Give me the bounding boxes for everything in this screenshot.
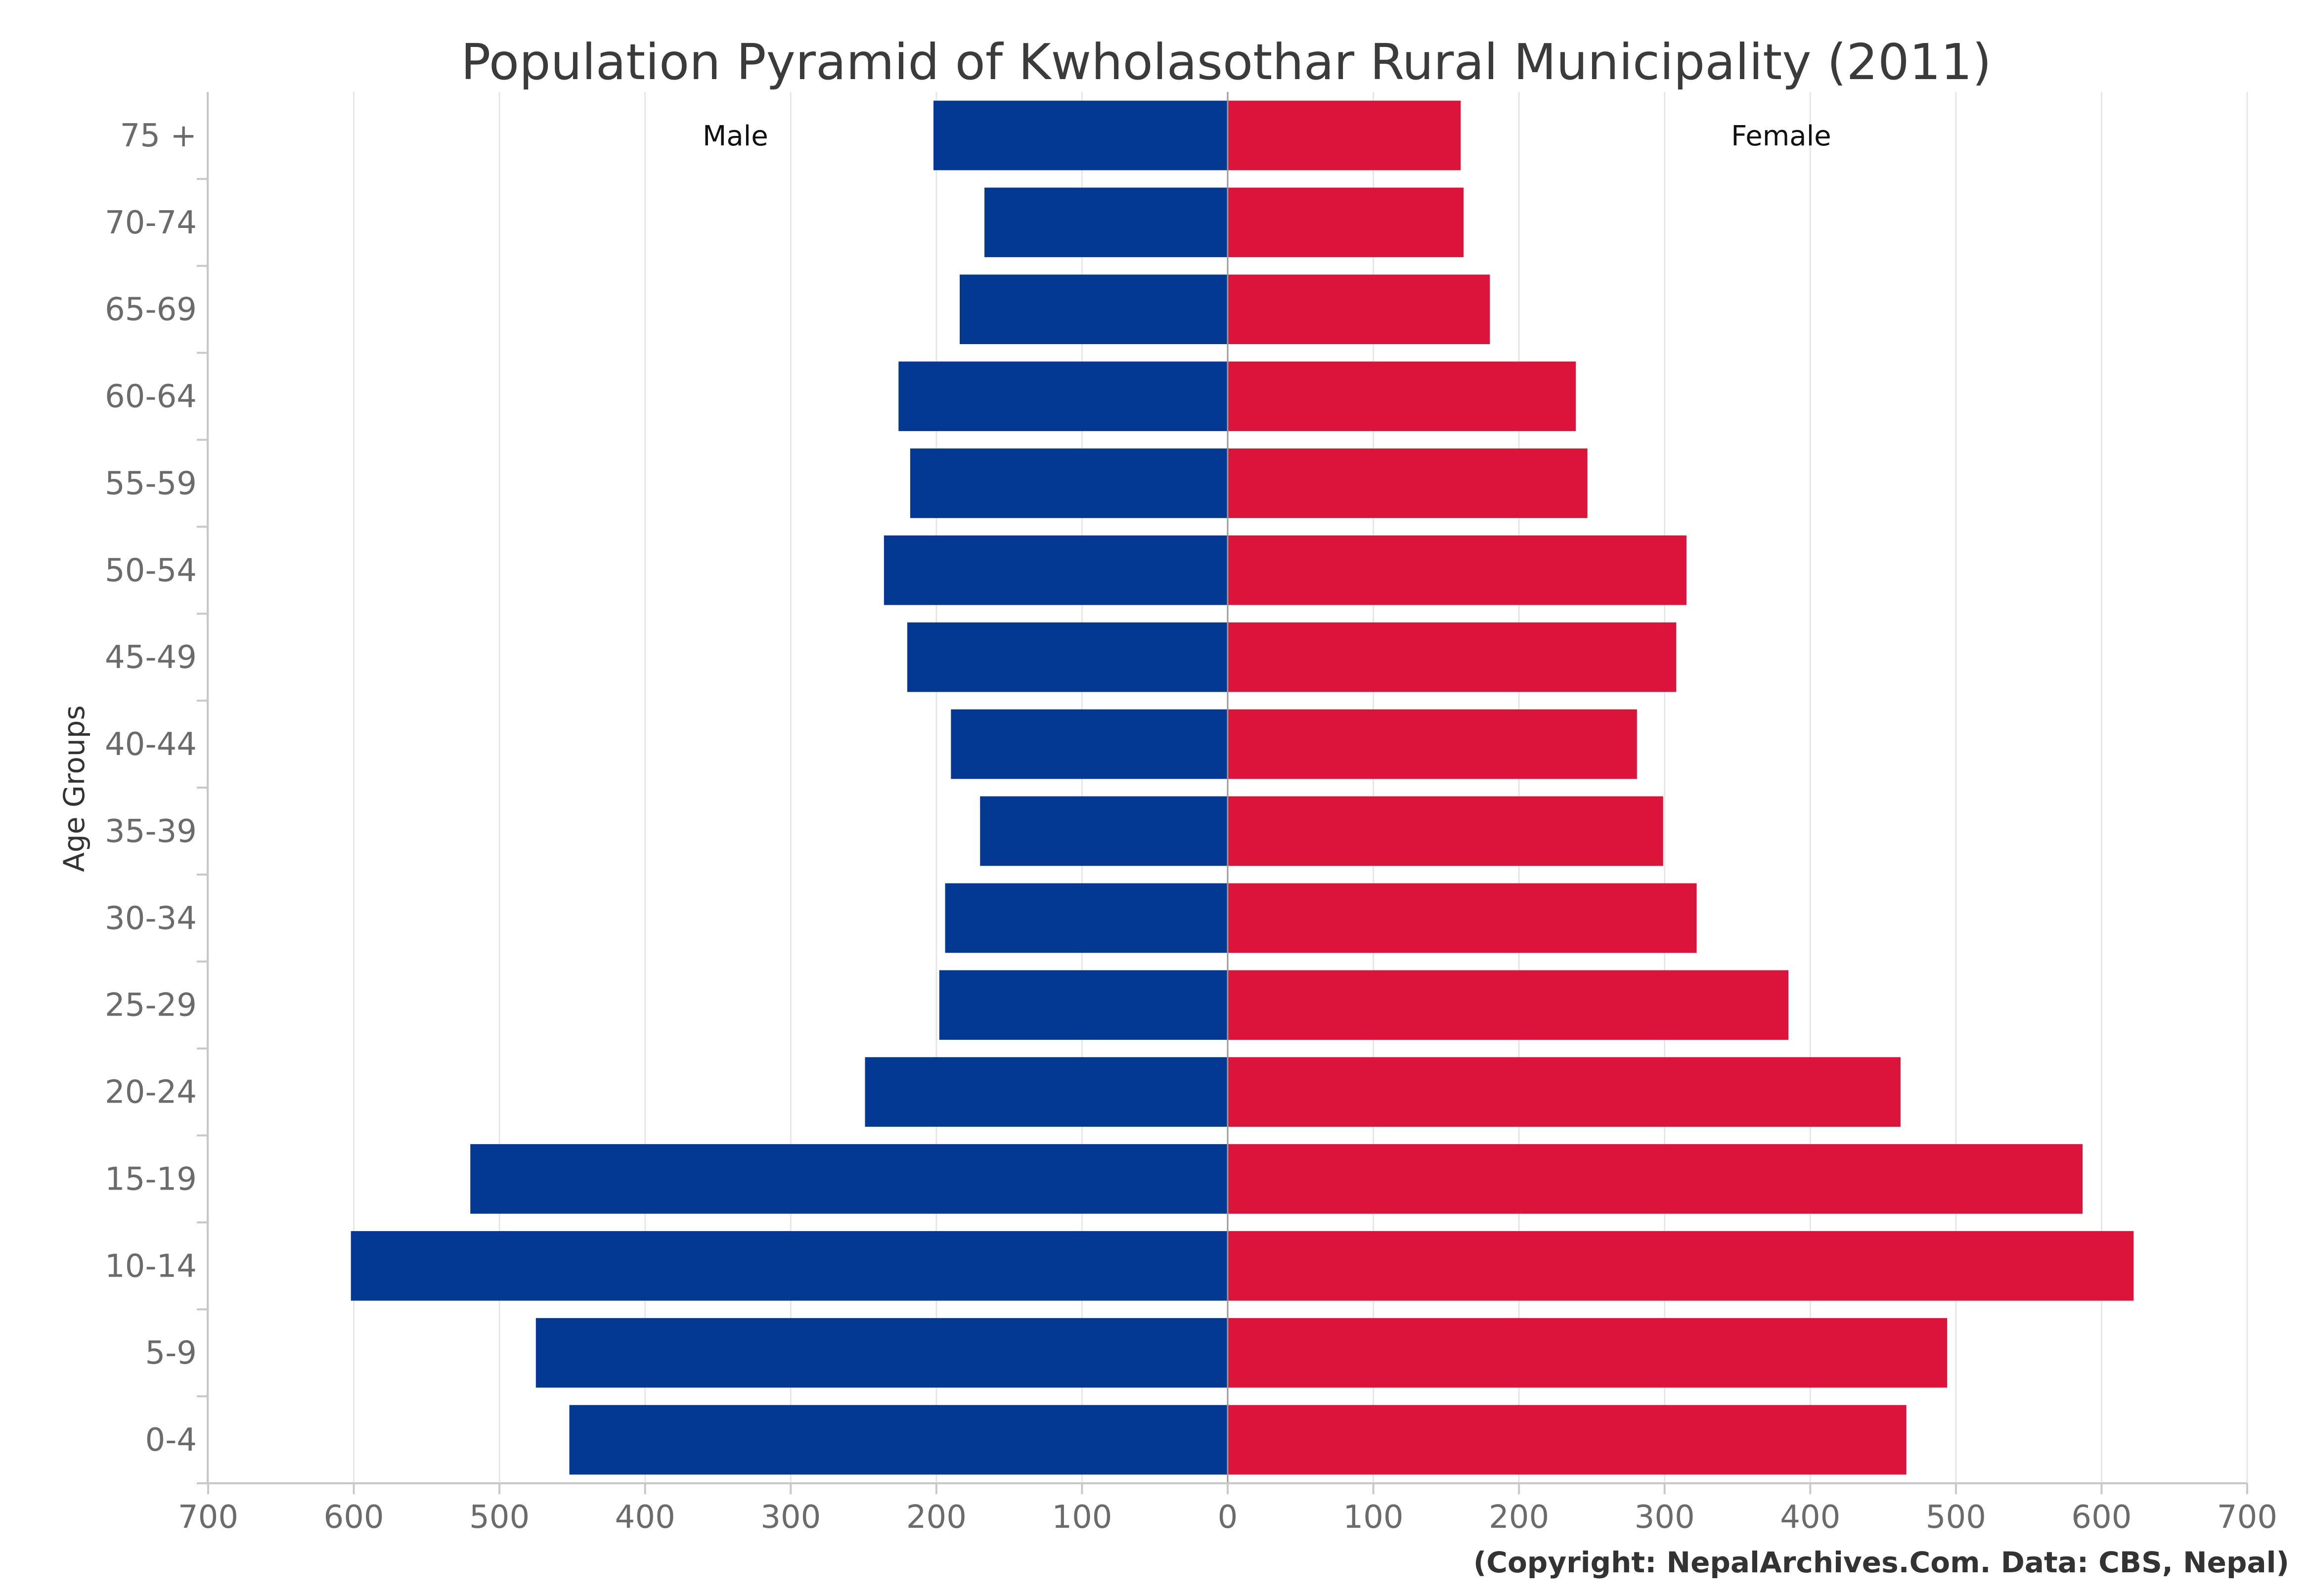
y-tick-label: 50-54 xyxy=(105,552,197,589)
bar-female-25-29[interactable] xyxy=(1228,970,1789,1040)
x-tick-label: 500 xyxy=(469,1499,530,1536)
y-tick-label: 40-44 xyxy=(105,726,197,763)
x-tick-label: 100 xyxy=(1052,1499,1112,1536)
y-tick-label: 20-24 xyxy=(105,1074,197,1111)
y-tick-label: 65-69 xyxy=(105,292,197,328)
bar-female-70-74[interactable] xyxy=(1228,187,1464,258)
y-tick-label: 5-9 xyxy=(145,1335,197,1372)
y-tick-label: 75 + xyxy=(120,118,197,154)
x-tick-label: 700 xyxy=(178,1499,238,1536)
bar-male-65-69[interactable] xyxy=(959,274,1228,345)
y-tick-label: 60-64 xyxy=(105,379,197,415)
x-tick-label: 100 xyxy=(1343,1499,1403,1536)
credit-text: (Copyright: NepalArchives.Com. Data: CBS… xyxy=(1473,1546,2289,1579)
bar-male-70-74[interactable] xyxy=(984,187,1228,258)
chart-title: Population Pyramid of Kwholasothar Rural… xyxy=(461,33,1992,91)
bar-male-35-39[interactable] xyxy=(980,796,1228,866)
y-tick-label: 25-29 xyxy=(105,987,197,1024)
y-axis-title: Age Groups xyxy=(57,705,91,872)
bar-female-15-19[interactable] xyxy=(1228,1144,2083,1214)
bar-male-30-34[interactable] xyxy=(945,883,1228,953)
x-tick-label: 200 xyxy=(1489,1499,1549,1536)
labels-layer: 700 600 500 400 300 200 100 0 100 200 300 400 500 600… xyxy=(105,118,2277,1536)
axes-layer xyxy=(197,92,2248,1494)
bar-male-25-29[interactable] xyxy=(939,970,1228,1040)
bar-female-20-24[interactable] xyxy=(1228,1057,1901,1127)
bar-female-5-9[interactable] xyxy=(1228,1318,1948,1388)
bar-male-60-64[interactable] xyxy=(898,361,1228,431)
y-tick-label: 30-34 xyxy=(105,900,197,937)
bar-male-75+[interactable] xyxy=(933,100,1228,171)
series-label-male: Male xyxy=(703,120,768,152)
bar-male-0-4[interactable] xyxy=(569,1405,1228,1475)
series-label-female: Female xyxy=(1731,120,1831,152)
bar-male-45-49[interactable] xyxy=(907,622,1228,692)
bar-female-45-49[interactable] xyxy=(1228,622,1677,692)
bars-layer xyxy=(351,100,2134,1475)
x-tick-label: 400 xyxy=(1780,1499,1840,1536)
bar-female-55-59[interactable] xyxy=(1228,448,1588,518)
bar-male-10-14[interactable] xyxy=(351,1231,1228,1301)
bar-female-65-69[interactable] xyxy=(1228,274,1490,345)
y-tick-label: 0-4 xyxy=(145,1422,197,1459)
bar-male-55-59[interactable] xyxy=(910,448,1228,518)
bar-female-50-54[interactable] xyxy=(1228,535,1687,605)
bar-female-40-44[interactable] xyxy=(1228,709,1637,779)
bar-female-60-64[interactable] xyxy=(1228,361,1576,431)
y-tick-label: 35-39 xyxy=(105,813,197,850)
y-tick-label: 70-74 xyxy=(105,205,197,241)
x-tick-label: 600 xyxy=(2071,1499,2131,1536)
bar-female-35-39[interactable] xyxy=(1228,796,1663,866)
bar-male-40-44[interactable] xyxy=(951,709,1228,779)
bar-female-10-14[interactable] xyxy=(1228,1231,2134,1301)
x-tick-label: 600 xyxy=(323,1499,384,1536)
bar-male-20-24[interactable] xyxy=(865,1057,1228,1127)
x-tick-label: 0 xyxy=(1218,1499,1238,1536)
bar-female-0-4[interactable] xyxy=(1228,1405,1907,1475)
x-tick-label: 300 xyxy=(760,1499,821,1536)
y-tick-label: 10-14 xyxy=(105,1248,197,1285)
x-tick-label: 300 xyxy=(1635,1499,1695,1536)
bar-male-50-54[interactable] xyxy=(884,535,1228,605)
y-tick-label: 15-19 xyxy=(105,1161,197,1197)
x-tick-label: 500 xyxy=(1926,1499,1986,1536)
x-tick-label: 700 xyxy=(2217,1499,2277,1536)
y-tick-label: 45-49 xyxy=(105,639,197,676)
x-tick-label: 400 xyxy=(615,1499,675,1536)
bar-male-5-9[interactable] xyxy=(535,1318,1228,1388)
bar-female-30-34[interactable] xyxy=(1228,883,1697,953)
bar-female-75+[interactable] xyxy=(1228,100,1461,171)
x-tick-label: 200 xyxy=(906,1499,967,1536)
bar-male-15-19[interactable] xyxy=(470,1144,1228,1214)
y-tick-label: 55-59 xyxy=(105,465,197,502)
